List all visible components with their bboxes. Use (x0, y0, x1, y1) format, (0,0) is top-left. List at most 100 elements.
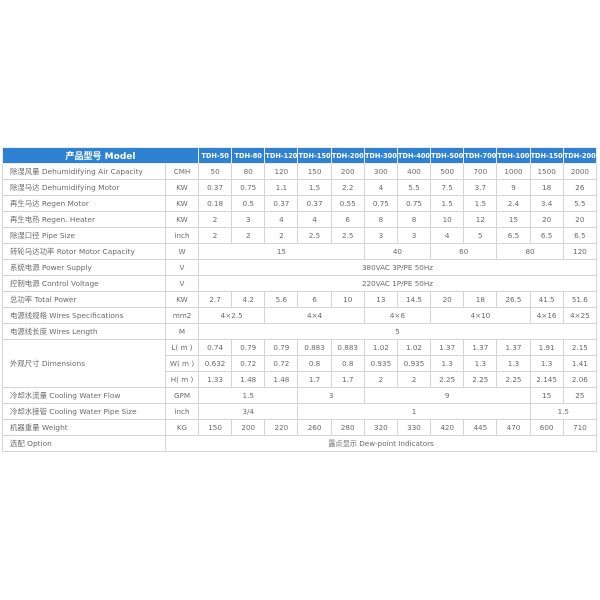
value-cell: 220VAC 1P/PE 50Hz (198, 275, 597, 292)
value-cell: 4×10 (430, 307, 531, 324)
table-row: 外观尺寸 Dimensions L( m ) 0.74 0.79 0.79 0.883 0.… (2, 339, 598, 388)
row-unit: KW (165, 211, 199, 228)
value-cell: 1000 (496, 163, 531, 180)
row-label: 转轮马达功率 Rotor Motor Capacity (2, 243, 166, 260)
value-cell: 0.75 (363, 195, 398, 212)
value-cell: 500 (430, 163, 465, 180)
table-row: H( m ) 1.33 1.48 1.48 1.7 1.7 2 2 2.25 2.25 2.25 2.… (3, 371, 598, 388)
value-cell: 露点显示 Dew-point Indicators (165, 435, 597, 452)
value-cell: 2.7 (197, 291, 233, 308)
row-unit: KW (165, 179, 199, 196)
value-cell: 41.5 (529, 291, 564, 308)
row-unit: inch (165, 227, 199, 244)
value-cell: 1.7 (297, 371, 332, 388)
value-cell: 0.79 (231, 339, 266, 356)
row-unit: CMH (165, 163, 199, 180)
value-cell: 1.5 (463, 195, 498, 212)
value-cell: 1.02 (363, 339, 398, 356)
table-row: 除湿风量 Dehumidifying Air Capacity CMH 50 80 12… (2, 163, 598, 180)
value-cell: 0.75 (396, 195, 432, 212)
table-row: 电源线长度 Wires Length M 5 (2, 323, 597, 340)
row-label: 总功率 Total Power (2, 291, 166, 308)
model-column-header: TDH-700 (463, 147, 498, 164)
row-label: 机器重量 Weight (2, 419, 166, 436)
value-cell: 15 (496, 211, 531, 228)
value-cell: 12 (463, 211, 498, 228)
row-label: 控制电源 Control Voltage (2, 275, 166, 292)
value-cell: 80 (231, 163, 266, 180)
value-cell: 470 (496, 419, 531, 436)
value-cell: 15 (529, 387, 564, 404)
value-cell: 1.3 (529, 355, 564, 372)
value-cell: 0.72 (231, 355, 266, 372)
value-cell: 700 (463, 163, 498, 180)
row-unit: W( m ) (165, 355, 199, 372)
table-row: 冷却水流量 Cooling Water Flow GPM 1.5 3 9 15 25 (2, 387, 598, 404)
value-cell: 1.7 (330, 371, 365, 388)
model-column-header: TDH-2000 (562, 147, 598, 164)
value-cell: 26 (562, 179, 598, 196)
value-cell: 13 (363, 291, 398, 308)
model-column-header: TDH-120 (264, 147, 299, 164)
value-cell: 330 (396, 419, 432, 436)
value-cell: 1.37 (430, 339, 465, 356)
value-cell: 6.5 (496, 227, 531, 244)
value-cell: 0.883 (330, 339, 365, 356)
model-column-header: TDH-80 (231, 147, 266, 164)
value-cell: 1.91 (529, 339, 564, 356)
value-cell: 420 (430, 419, 465, 436)
table-row: 冷却水接管 Cooling Water Pipe Size inch 3/4 1 1.5 (2, 403, 598, 420)
model-header: 产品型号 Model (2, 147, 199, 164)
row-label: 再生电热 Regen. Heater (2, 211, 166, 228)
table-row: 电源线规格 Wires Specifications mm2 4×2.5 4×4 4×6… (2, 307, 598, 324)
value-cell: 1.02 (396, 339, 432, 356)
value-cell: 710 (562, 419, 598, 436)
value-cell: 150 (297, 163, 332, 180)
value-cell: 25 (562, 387, 598, 404)
model-column-header: TDH-400 (396, 147, 432, 164)
value-cell: 1.5 (529, 403, 598, 420)
value-cell: 300 (363, 163, 398, 180)
row-unit: V (165, 259, 199, 276)
value-cell: 2 (264, 227, 299, 244)
value-cell: 4 (297, 211, 332, 228)
model-column-header: TDH-500 (430, 147, 465, 164)
value-cell: 1.37 (463, 339, 498, 356)
value-cell: 0.79 (264, 339, 299, 356)
value-cell: 2000 (562, 163, 598, 180)
row-label: 除湿马达 Dehumidifying Motor (2, 179, 166, 196)
row-label: 系统电源 Power Supply (2, 259, 166, 276)
value-cell: 200 (330, 163, 365, 180)
value-cell: 4×6 (363, 307, 432, 324)
value-cell: 4×4 (264, 307, 365, 324)
model-column-header: TDH-1000 (496, 147, 531, 164)
value-cell: 120 (264, 163, 299, 180)
value-cell: 0.935 (363, 355, 398, 372)
row-unit: KW (165, 291, 199, 308)
value-cell: 0.74 (197, 339, 233, 356)
value-cell: 5.5 (396, 179, 432, 196)
value-cell: 1.48 (231, 371, 266, 388)
value-cell: 0.18 (197, 195, 233, 212)
row-unit: GPM (165, 387, 199, 404)
value-cell: 2 (396, 371, 432, 388)
value-cell: 2.15 (562, 339, 598, 356)
row-label: 电源线长度 Wires Length (2, 323, 166, 340)
value-cell: 2.25 (496, 371, 531, 388)
value-cell: 3 (363, 227, 398, 244)
value-cell: 1.3 (496, 355, 531, 372)
value-cell: 0.37 (297, 195, 332, 212)
table-row: 转轮马达功率 Rotor Motor Capacity W 15 40 60 80 120 (2, 243, 598, 260)
value-cell: 1.48 (264, 371, 299, 388)
value-cell: 1.5 (430, 195, 465, 212)
value-cell: 20 (562, 211, 598, 228)
value-cell: 380VAC 3P/PE 50Hz (198, 259, 597, 276)
value-cell: 600 (529, 419, 564, 436)
model-column-header: TDH-200 (330, 147, 365, 164)
row-label: 除湿口径 Pipe Size (2, 227, 166, 244)
value-cell: 0.75 (231, 179, 266, 196)
row-unit: M (165, 323, 199, 340)
value-cell: 10 (430, 211, 465, 228)
row-label: 再生马达 Regen Motor (2, 195, 166, 212)
value-cell: 1.3 (430, 355, 465, 372)
